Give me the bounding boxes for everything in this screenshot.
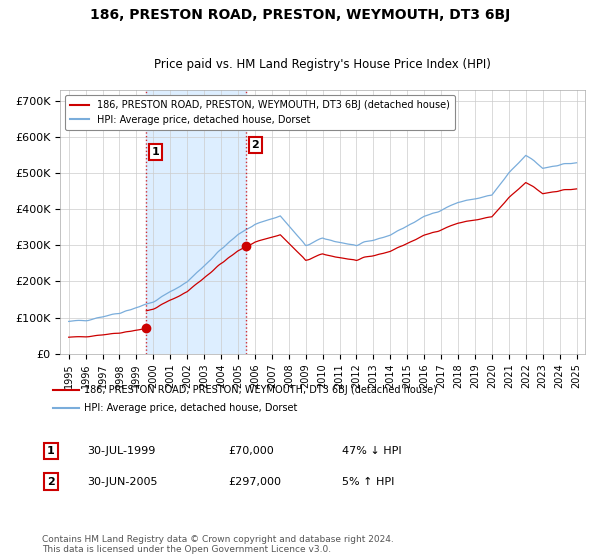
Text: 2: 2 [47,477,55,487]
Text: £297,000: £297,000 [228,477,281,487]
Text: 186, PRESTON ROAD, PRESTON, WEYMOUTH, DT3 6BJ: 186, PRESTON ROAD, PRESTON, WEYMOUTH, DT… [90,8,510,22]
Title: Price paid vs. HM Land Registry's House Price Index (HPI): Price paid vs. HM Land Registry's House … [154,58,491,71]
Text: £70,000: £70,000 [228,446,274,456]
Text: HPI: Average price, detached house, Dorset: HPI: Average price, detached house, Dors… [84,403,298,413]
Text: 47% ↓ HPI: 47% ↓ HPI [342,446,401,456]
Text: Contains HM Land Registry data © Crown copyright and database right 2024.
This d: Contains HM Land Registry data © Crown c… [42,535,394,554]
Text: 30-JUL-1999: 30-JUL-1999 [87,446,155,456]
Text: 30-JUN-2005: 30-JUN-2005 [87,477,157,487]
Text: 2: 2 [251,140,259,150]
Text: 1: 1 [47,446,55,456]
Text: 186, PRESTON ROAD, PRESTON, WEYMOUTH, DT3 6BJ (detached house): 186, PRESTON ROAD, PRESTON, WEYMOUTH, DT… [84,385,437,395]
Text: 5% ↑ HPI: 5% ↑ HPI [342,477,394,487]
Legend: 186, PRESTON ROAD, PRESTON, WEYMOUTH, DT3 6BJ (detached house), HPI: Average pri: 186, PRESTON ROAD, PRESTON, WEYMOUTH, DT… [65,95,455,130]
Bar [146,90,247,353]
Text: 1: 1 [151,147,159,157]
